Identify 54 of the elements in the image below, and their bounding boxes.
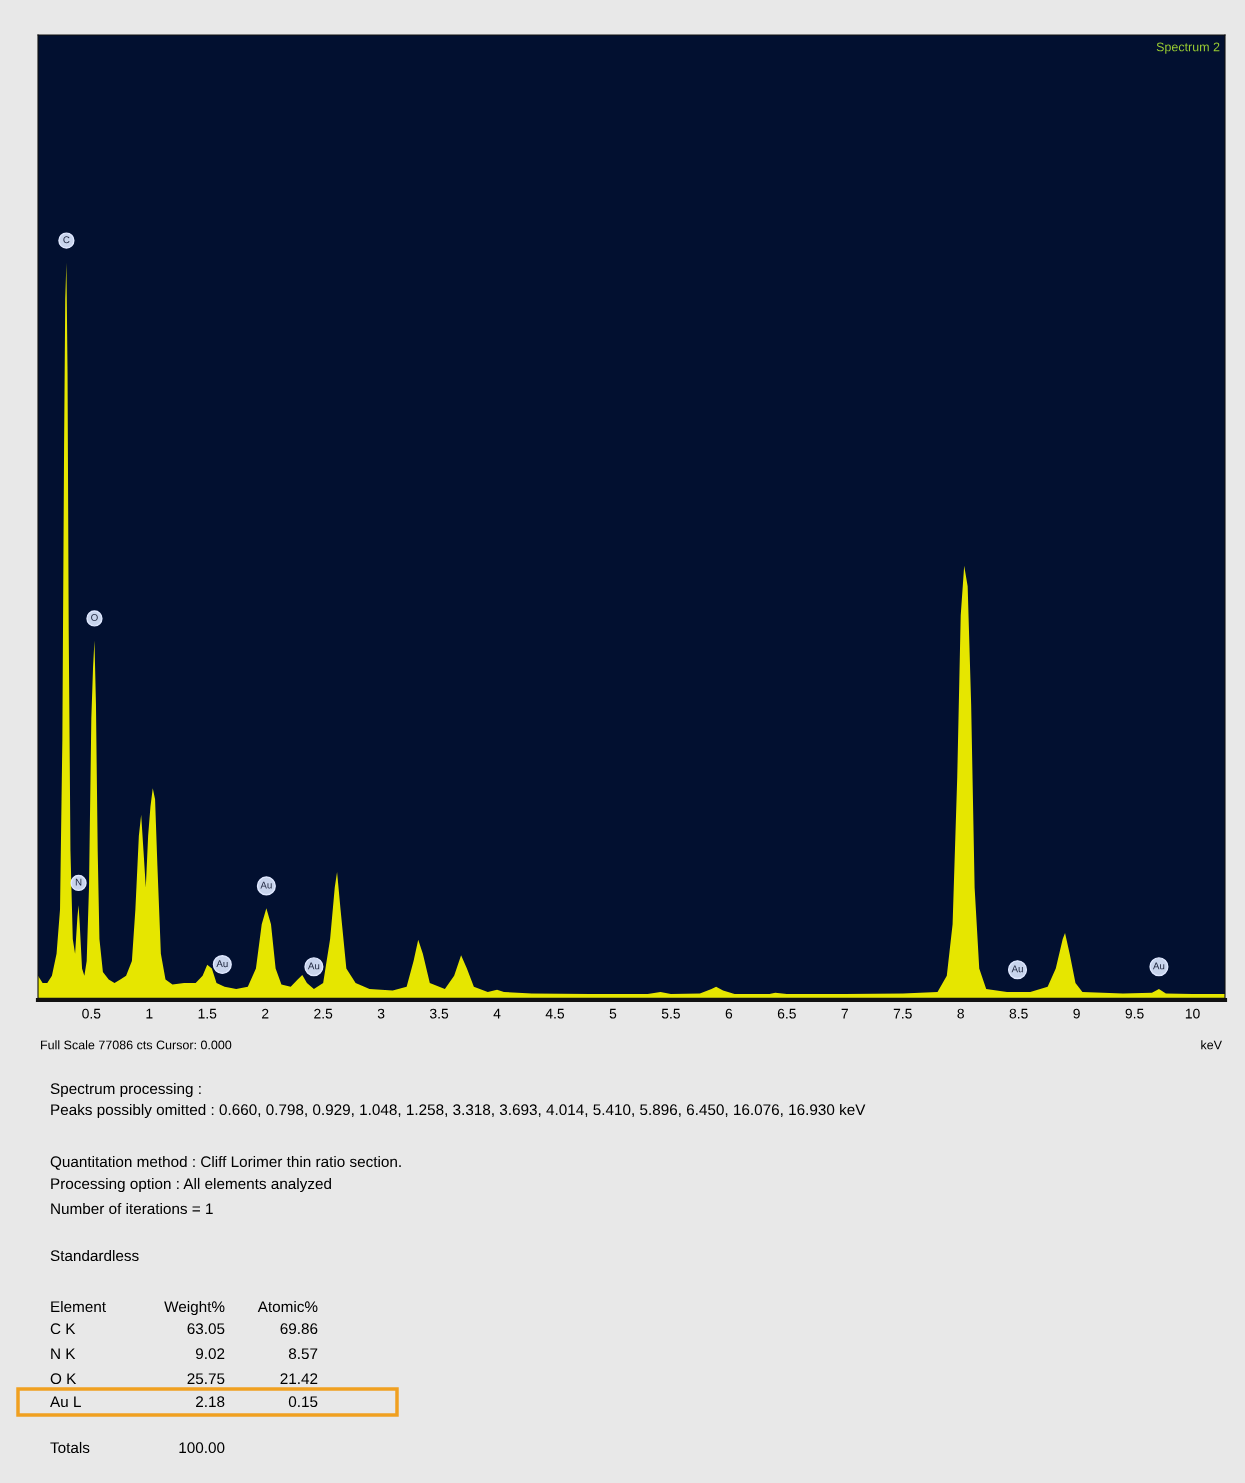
x-tick-label: 7	[841, 1008, 848, 1019]
text: Spectrum 2	[1156, 42, 1220, 54]
text: 25.75	[187, 1373, 225, 1385]
text: C K	[50, 1323, 76, 1335]
text: Quantitation method : Cliff Lorimer thin ratio section.	[50, 1155, 401, 1170]
text: O K	[50, 1373, 77, 1385]
text: Spectrum processing :	[50, 1082, 201, 1098]
x-tick-label: 1.5	[198, 1008, 217, 1019]
text: Au L	[50, 1396, 81, 1408]
annotation: N	[75, 878, 82, 886]
text: Peaks possibly omitted : 0.660, 0.798, 0.929, 1.048, 1.258, 3.318, 3.693, 4.014, 5.410, 5.896, 6.450, 16.076, 16.930 keV	[51, 1103, 866, 1119]
x-tick-label: 9	[1073, 1008, 1080, 1019]
text: 8.57	[288, 1348, 318, 1360]
annotation: Au	[260, 881, 272, 889]
text: Atomic%	[257, 1300, 318, 1313]
annotation: Au	[216, 960, 228, 968]
text: 2.18	[196, 1396, 225, 1408]
x-tick-label: 1	[146, 1008, 153, 1019]
text: 21.42	[280, 1373, 318, 1384]
x-tick-label: 3	[377, 1008, 385, 1019]
x-tick-label: 4	[493, 1008, 501, 1019]
x-tick-label: 0.5	[82, 1008, 101, 1019]
x-tick-label: 6.5	[777, 1008, 796, 1019]
x-tick-label: 6	[725, 1008, 733, 1019]
text: Totals	[50, 1441, 90, 1454]
x-tick-label: 9.5	[1125, 1008, 1144, 1019]
x-tick-label: 8.5	[1009, 1008, 1028, 1019]
x-axis-title: keV	[1201, 1040, 1222, 1050]
x-tick-label: 5.5	[661, 1008, 680, 1019]
text: 69.86	[280, 1323, 318, 1335]
text: 9.02	[195, 1348, 225, 1360]
text: Element	[51, 1300, 106, 1313]
text: Standardless	[50, 1249, 139, 1262]
text: N K	[51, 1348, 76, 1359]
text: Processing option : All elements analyzed	[51, 1177, 331, 1193]
x-tick-label: 4.5	[545, 1008, 565, 1019]
annotation: Au	[307, 962, 320, 970]
x-tick-label: 3.5	[429, 1008, 449, 1019]
x-tick-label: 10	[1185, 1008, 1200, 1019]
text: 63.05	[187, 1323, 225, 1335]
text: Number of iterations = 1	[51, 1202, 213, 1215]
x-tick-label: 2	[262, 1008, 269, 1019]
text: Full Scale 77086 cts Cursor: 0.000	[41, 1040, 232, 1050]
text: 100.00	[179, 1442, 225, 1454]
annotation: Au	[1153, 962, 1165, 970]
x-tick-label: 2.5	[314, 1008, 333, 1019]
annotation: O	[91, 614, 98, 621]
x-tick-label: 8	[957, 1008, 964, 1019]
x-tick-label: 5	[609, 1008, 617, 1019]
text: 0.15	[288, 1396, 318, 1408]
x-tick-label: 7.5	[893, 1008, 912, 1019]
text: Weight%	[164, 1300, 225, 1316]
annotation: C	[63, 236, 70, 244]
annotation: Au	[1011, 965, 1023, 973]
